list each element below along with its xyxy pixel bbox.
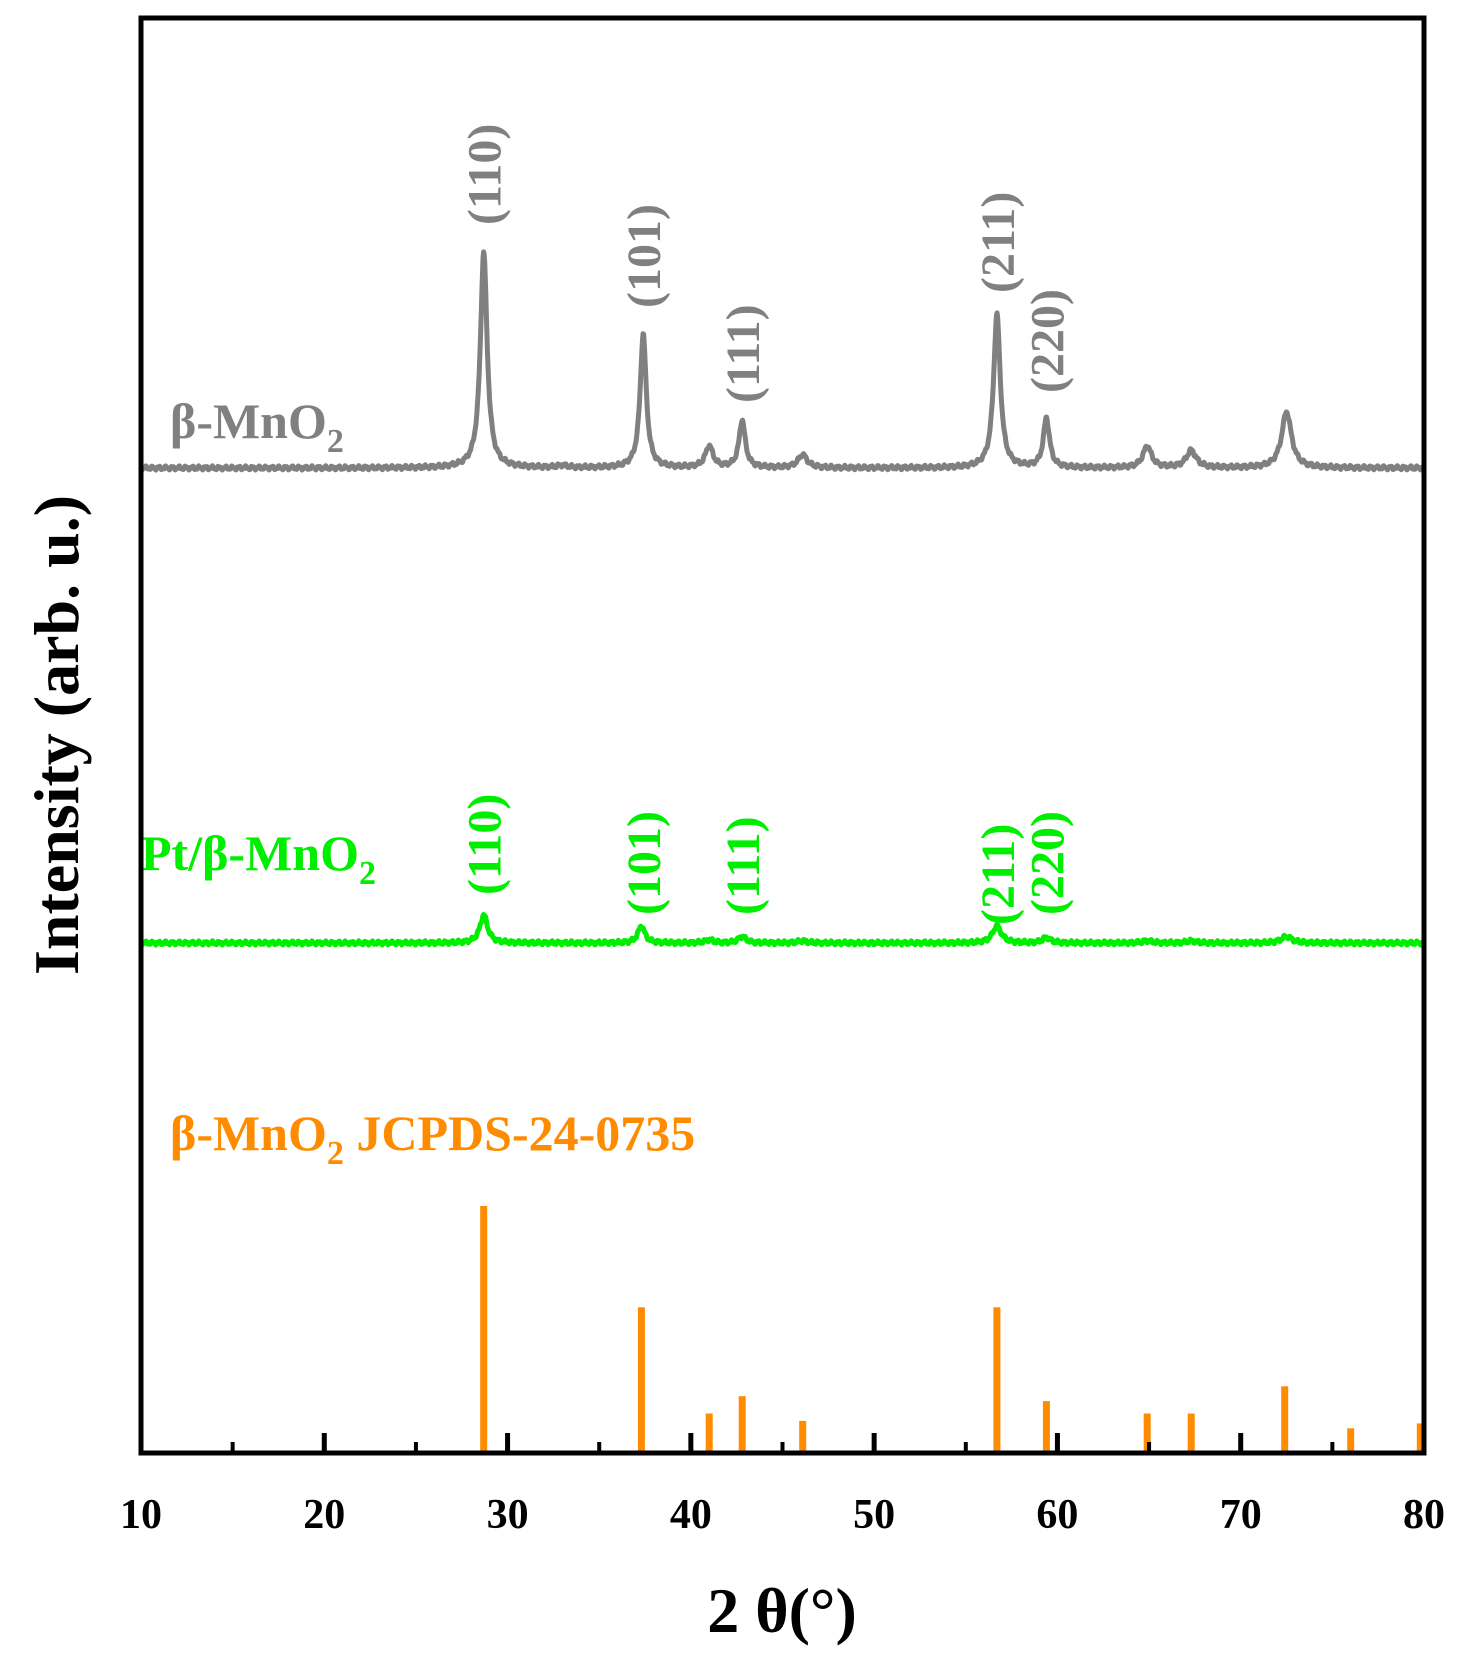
series-label: Pt/β-MnO2 <box>141 825 376 892</box>
reference-line <box>738 1396 746 1453</box>
series-line <box>138 249 1426 473</box>
reference-line <box>993 1307 1001 1453</box>
x-tick-label: 30 <box>487 1492 529 1538</box>
reference-line <box>799 1420 807 1453</box>
hkl-label: (111) <box>717 816 770 915</box>
series-1: Pt/β-MnO2 (110) (101) (111) (211)(220) <box>138 794 1426 948</box>
x-axis-title: 2 θ(°) <box>707 1575 857 1646</box>
hkl-label: (111) <box>717 304 770 403</box>
reference-line <box>480 1206 488 1453</box>
reference-line <box>1347 1428 1355 1453</box>
reference-line <box>1042 1401 1050 1453</box>
x-tick-label: 50 <box>853 1492 895 1538</box>
x-tick-label: 80 <box>1403 1492 1445 1538</box>
hkl-label: (110) <box>459 124 512 225</box>
hkl-label: (110) <box>459 794 512 895</box>
series-label: β-MnO2 <box>170 393 344 460</box>
reference-label: β-MnO2 JCPDS-24-0735 <box>170 1105 695 1172</box>
series-line <box>138 912 1426 948</box>
x-axis: 10 20 30 40 50 60 70 80 <box>120 1433 1445 1538</box>
reference-line <box>1143 1413 1151 1453</box>
reference-line <box>1416 1423 1424 1453</box>
reference-pattern: β-MnO2 JCPDS-24-0735 <box>170 1105 1424 1453</box>
hkl-label: (220) <box>1021 811 1074 915</box>
hkl-label: (220) <box>1021 289 1074 393</box>
reference-line <box>1187 1413 1195 1453</box>
series-0: β-MnO2 (110) (101) (111) (211)(220) <box>138 124 1426 473</box>
y-axis-title: Intensity (arb. u.) <box>21 495 92 975</box>
reference-line <box>637 1307 645 1453</box>
hkl-label: (101) <box>618 811 671 915</box>
x-tick-label: 40 <box>670 1492 712 1538</box>
x-tick-label: 60 <box>1036 1492 1078 1538</box>
reference-line <box>1281 1386 1289 1453</box>
plot-area: β-MnO2(110)(101)(111)(211)(220)Pt/β-MnO2… <box>138 124 1426 1453</box>
hkl-label: (211) <box>972 824 1025 925</box>
x-tick-label: 10 <box>120 1492 162 1538</box>
reference-line <box>705 1413 713 1453</box>
hkl-label: (211) <box>972 192 1025 293</box>
x-tick-label: 20 <box>303 1492 345 1538</box>
hkl-label: (101) <box>618 204 671 308</box>
plot-frame <box>138 15 1427 1456</box>
x-tick-label: 70 <box>1220 1492 1262 1538</box>
